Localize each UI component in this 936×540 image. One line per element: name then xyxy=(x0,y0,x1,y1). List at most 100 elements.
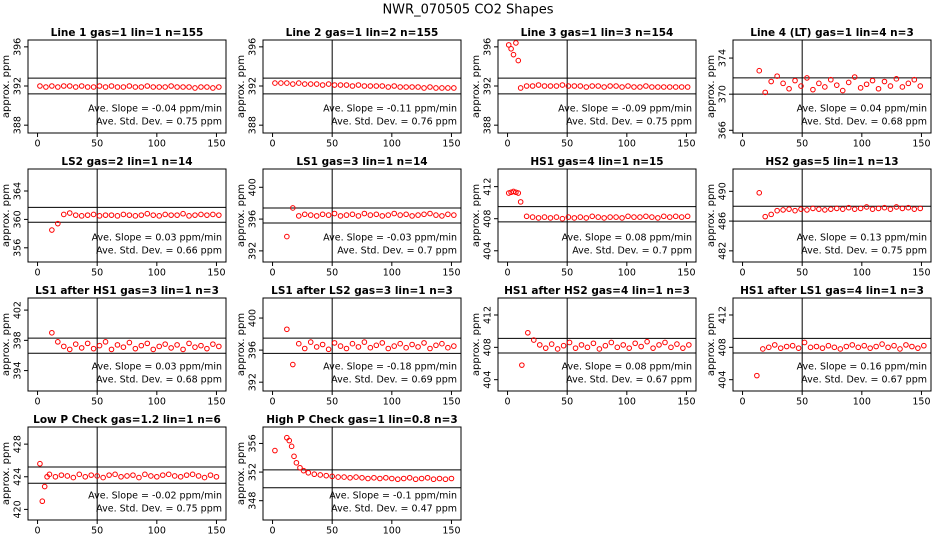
data-point xyxy=(442,476,449,483)
data-point xyxy=(530,337,537,343)
x-tick-label: 100 xyxy=(853,139,871,150)
data-point xyxy=(210,85,216,91)
y-tick-label: 398 xyxy=(13,331,24,349)
annotation: Ave. Std. Dev. = 0.68 ppm xyxy=(96,375,222,386)
data-point xyxy=(186,84,192,90)
data-point xyxy=(198,84,204,90)
data-point xyxy=(39,498,46,505)
data-point xyxy=(523,83,530,89)
data-point xyxy=(517,85,524,91)
data-point xyxy=(290,205,296,211)
data-point xyxy=(780,80,786,87)
data-point xyxy=(643,83,649,89)
data-point xyxy=(529,214,536,220)
data-point xyxy=(571,83,578,89)
data-point xyxy=(879,341,885,347)
data-point xyxy=(66,210,73,216)
data-point xyxy=(505,190,512,196)
y-tick-label: 404 xyxy=(718,371,729,389)
data-point xyxy=(156,343,163,350)
data-point xyxy=(674,341,680,347)
data-point xyxy=(515,190,522,196)
data-point xyxy=(620,342,627,348)
y-axis-label: approx. ppm xyxy=(236,442,247,505)
panel-title: Low P Check gas=1.2 lin=1 n=6 xyxy=(33,414,221,426)
data-point xyxy=(632,340,638,347)
y-axis-label: approx. ppm xyxy=(236,313,247,376)
data-point xyxy=(142,471,148,478)
data-point xyxy=(625,213,631,220)
data-point xyxy=(180,346,186,353)
data-point xyxy=(602,342,609,349)
data-point xyxy=(76,471,83,478)
data-point xyxy=(412,476,419,483)
x-tick-label: 150 xyxy=(207,139,225,150)
data-point xyxy=(637,84,643,90)
x-tick-label: 100 xyxy=(383,397,401,408)
data-point xyxy=(857,85,864,91)
x-tick-label: 50 xyxy=(91,397,103,408)
data-point xyxy=(553,83,560,89)
x-tick-label: 0 xyxy=(35,139,41,150)
data-point xyxy=(102,84,109,90)
x-tick-label: 100 xyxy=(618,397,636,408)
data-point xyxy=(619,215,625,221)
data-point xyxy=(400,475,407,482)
data-point xyxy=(427,210,433,217)
y-tick-label: 400 xyxy=(248,178,259,196)
data-point xyxy=(662,339,668,346)
data-point xyxy=(49,227,55,233)
data-point xyxy=(379,213,386,219)
data-point xyxy=(325,212,332,218)
annotation: Ave. Slope = 0.03 ppm/min xyxy=(92,362,222,373)
data-point xyxy=(108,346,115,353)
x-tick-label: 100 xyxy=(618,268,636,279)
data-point xyxy=(541,83,548,89)
data-point xyxy=(204,212,210,218)
data-point xyxy=(41,483,48,490)
data-point xyxy=(371,474,377,481)
y-axis-label: approx. ppm xyxy=(706,55,717,118)
data-point xyxy=(295,80,302,86)
y-axis-label: approx. ppm xyxy=(706,184,717,247)
y-tick-label: 394 xyxy=(13,362,24,380)
data-point xyxy=(78,83,85,89)
data-point xyxy=(768,211,774,218)
data-point xyxy=(130,472,136,478)
data-point xyxy=(917,205,924,212)
data-point xyxy=(513,189,519,196)
data-point xyxy=(795,345,802,351)
data-point xyxy=(168,212,174,218)
data-point xyxy=(207,472,214,478)
y-tick-label: 396 xyxy=(483,38,494,56)
annotation: Ave. Std. Dev. = 0.67 ppm xyxy=(801,375,927,386)
data-point xyxy=(102,212,109,218)
data-point xyxy=(391,210,398,217)
x-tick-label: 0 xyxy=(505,268,511,279)
data-point xyxy=(638,343,644,350)
data-point xyxy=(210,211,216,218)
data-point xyxy=(863,81,870,88)
data-point xyxy=(337,82,344,88)
x-tick-label: 0 xyxy=(740,397,746,408)
data-point xyxy=(359,474,365,481)
annotation: Ave. Std. Dev. = 0.75 ppm xyxy=(801,246,927,257)
x-tick-label: 0 xyxy=(35,268,41,279)
data-point xyxy=(301,81,308,87)
x-tick-label: 100 xyxy=(853,397,871,408)
panel-title: LS1 after LS2 gas=3 lin=1 n=3 xyxy=(271,285,453,297)
plot-frame xyxy=(732,168,932,263)
panel-title: Line 2 gas=1 lin=2 n=155 xyxy=(286,27,439,39)
x-tick-label: 150 xyxy=(442,526,460,537)
data-point xyxy=(138,84,145,90)
data-point xyxy=(619,84,625,90)
y-tick-label: 348 xyxy=(248,492,259,510)
data-point xyxy=(577,83,584,89)
data-point xyxy=(192,85,198,91)
data-point xyxy=(644,338,650,345)
data-point xyxy=(828,206,834,212)
data-point xyxy=(839,206,846,212)
y-tick-label: 360 xyxy=(13,210,24,228)
y-tick-label: 392 xyxy=(248,77,259,95)
